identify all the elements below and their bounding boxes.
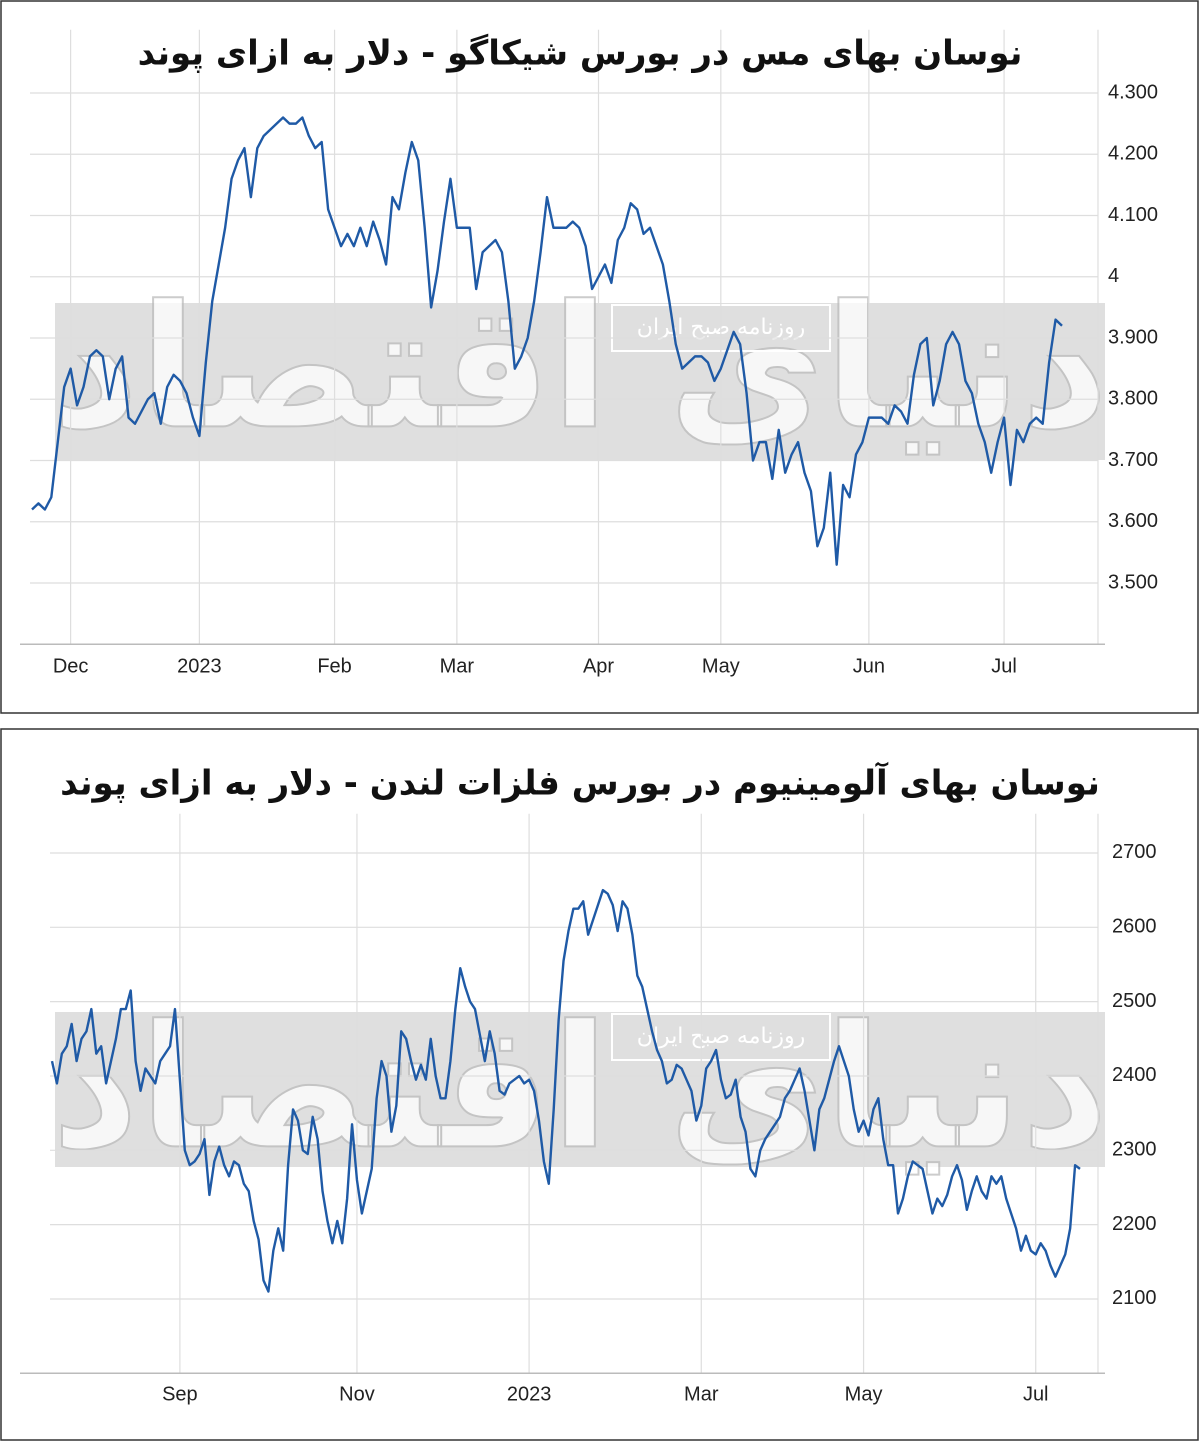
y-tick-label: 4.300 [1108, 81, 1158, 103]
watermark-band [55, 1012, 1105, 1167]
y-tick-label: 3.500 [1108, 571, 1158, 593]
y-tick-label: 2600 [1112, 916, 1157, 938]
y-tick-label: 4 [1108, 265, 1119, 287]
x-tick-label: May [702, 655, 740, 677]
x-tick-label: Nov [339, 1383, 375, 1405]
y-tick-label: 4.200 [1108, 143, 1158, 165]
chart-title: نوسان بهای مس در بورس شیکاگو - دلار به ا… [138, 34, 1023, 74]
watermark-logo: دنیای اقتصاد [52, 989, 1109, 1187]
x-tick-label: Jun [853, 655, 885, 677]
x-tick-label: Jul [991, 655, 1017, 677]
x-tick-label: Feb [317, 655, 351, 677]
x-tick-label: Mar [684, 1383, 719, 1405]
y-tick-label: 2700 [1112, 841, 1157, 863]
y-tick-label: 2100 [1112, 1287, 1157, 1309]
y-tick-label: 2500 [1112, 990, 1157, 1012]
watermark-logo: دنیای اقتصاد [52, 269, 1109, 467]
chart-title: نوسان بهای آلومینیوم در بورس فلزات لندن … [60, 762, 1100, 804]
x-tick-label: Dec [53, 655, 89, 677]
y-tick-label: 2300 [1112, 1139, 1157, 1161]
x-tick-label: May [845, 1383, 883, 1405]
price-line [31, 116, 1063, 566]
x-tick-label: Apr [583, 655, 614, 677]
x-tick-label: 2023 [507, 1383, 552, 1405]
y-tick-label: 2200 [1112, 1213, 1157, 1235]
watermark-box [611, 1013, 831, 1061]
x-tick-label: Jul [1023, 1383, 1049, 1405]
y-tick-label: 4.100 [1108, 204, 1158, 226]
x-tick-label: Sep [162, 1383, 198, 1405]
y-tick-label: 2400 [1112, 1064, 1157, 1086]
watermark-text: روزنامه صبح ایران [637, 1024, 805, 1049]
price-line [50, 888, 1081, 1293]
y-tick-label: 3.900 [1108, 326, 1158, 348]
x-tick-label: Mar [440, 655, 475, 677]
y-tick-label: 3.700 [1108, 449, 1158, 471]
y-tick-label: 3.600 [1108, 510, 1158, 532]
x-tick-label: 2023 [177, 655, 222, 677]
y-tick-label: 3.800 [1108, 388, 1158, 410]
